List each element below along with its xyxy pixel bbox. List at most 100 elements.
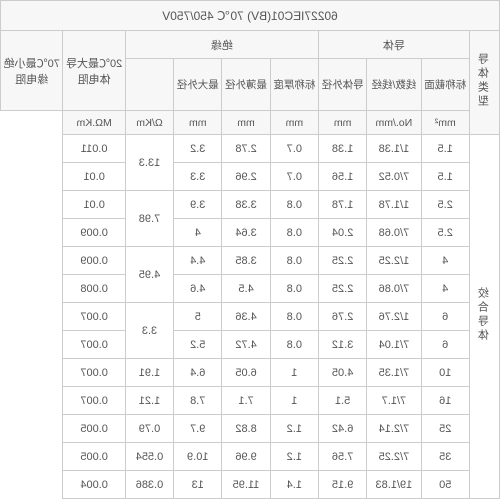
- cell: 1.56: [318, 163, 366, 191]
- hdr-insulation: 绝缘: [125, 31, 318, 59]
- cell-r70: 0.005: [63, 443, 125, 471]
- cell: 0.8: [270, 275, 318, 303]
- cell: 1.2: [270, 443, 318, 471]
- hdr-c6: 最大外径: [174, 59, 222, 111]
- cell: 3.38: [222, 191, 270, 219]
- cell: 5.1: [318, 387, 366, 415]
- cell: 4.4: [174, 247, 222, 275]
- cell: 0.8: [270, 191, 318, 219]
- cell-r70: 0.009: [63, 219, 125, 247]
- table-row: 5019/1.839.151.411.95130.3860.004: [1, 471, 500, 499]
- unit-6: mm: [174, 111, 222, 135]
- cell: 4.36: [222, 303, 270, 331]
- cell-r20: 1.21: [125, 387, 173, 415]
- cell-r20: 4.95: [125, 247, 173, 303]
- cell-r70: 0.007: [63, 303, 125, 331]
- unit-8: MΩ.Km: [63, 111, 125, 135]
- cell: 7/0.86: [367, 275, 421, 303]
- cell: 4: [421, 247, 469, 275]
- table-row: 167/1.75.117.17.81.210.007: [1, 387, 500, 415]
- cell: 5.2: [174, 331, 222, 359]
- hdr-r20: 20℃最大导体电阻: [63, 31, 125, 111]
- cell: 7.8: [174, 387, 222, 415]
- cell-r20: 7.98: [125, 191, 173, 247]
- table-row: 41/2.252.250.83.854.44.950.009: [1, 247, 500, 275]
- hdr-type: 导体类型: [469, 31, 499, 135]
- cell: 7/2.25: [367, 443, 421, 471]
- cell-r70: 0.007: [63, 387, 125, 415]
- cell: 3.2: [174, 135, 222, 163]
- cell: 6.4: [174, 359, 222, 387]
- cell: 1/2.25: [367, 247, 421, 275]
- cell: 4.72: [222, 331, 270, 359]
- table-row: 257/2.146.421.28.829.70.790.005: [1, 415, 500, 443]
- cell: 6.42: [318, 415, 366, 443]
- cell-r20: 13.3: [125, 135, 173, 191]
- cell: 11.95: [222, 471, 270, 499]
- cell: 10.9: [174, 443, 222, 471]
- hdr-c2: 线数/线经: [367, 59, 421, 111]
- cell: 6: [421, 331, 469, 359]
- cell: 1.5: [421, 135, 469, 163]
- cell: 2.5: [421, 219, 469, 247]
- cell: 5: [174, 303, 222, 331]
- unit-7: Ω/Km: [125, 111, 173, 135]
- cell: 9.7: [174, 415, 222, 443]
- cell: 2.96: [222, 163, 270, 191]
- table-row: 61/2.762.760.84.3653.30.007: [1, 303, 500, 331]
- cell: 35: [421, 443, 469, 471]
- cell: 4.05: [318, 359, 366, 387]
- cell: 4: [174, 219, 222, 247]
- cell-r70: 0.007: [63, 331, 125, 359]
- unit-1: mm²: [421, 111, 469, 135]
- table-row: 357/2.257.561.29.9610.90.5540.005: [1, 443, 500, 471]
- table-row: 47/0.862.250.84.54.6 0.008: [1, 275, 500, 303]
- cell-r20: 0.79: [125, 415, 173, 443]
- cell: 0.8: [270, 303, 318, 331]
- cell: 0.7: [270, 135, 318, 163]
- table-title: 60227IEC01(BV) 70℃ 450/750V: [1, 1, 500, 31]
- cell: 1/2.76: [367, 303, 421, 331]
- cell: 4.5: [222, 275, 270, 303]
- hdr-c4: 标称厚度: [270, 59, 318, 111]
- cell: 7/2.14: [367, 415, 421, 443]
- cell: 19/1.83: [367, 471, 421, 499]
- hdr-conductor: 导体: [318, 31, 469, 59]
- cell: 9.15: [318, 471, 366, 499]
- cell: 4.6: [174, 275, 222, 303]
- cell: 1/1.78: [367, 191, 421, 219]
- table-row: 107/1.354.0516.056.41.910.007: [1, 359, 500, 387]
- table-row: 绞合导体1.51/1.381.380.72.783.213.30.011: [1, 135, 500, 163]
- cell: 25: [421, 415, 469, 443]
- spec-table: 60227IEC01(BV) 70℃ 450/750V 导体类型 导体 绝缘 2…: [0, 0, 500, 499]
- cell: 7/1.04: [367, 331, 421, 359]
- cell: 0.7: [270, 163, 318, 191]
- cell: 6: [421, 303, 469, 331]
- unit-3: mm: [318, 111, 366, 135]
- cell: 1.78: [318, 191, 366, 219]
- cell-r70: 0.005: [63, 415, 125, 443]
- cell: 1.4: [270, 471, 318, 499]
- cell: 7/0.68: [367, 219, 421, 247]
- cell: 3.85: [222, 247, 270, 275]
- cell-r20: 0.554: [125, 443, 173, 471]
- cell: 3.12: [318, 331, 366, 359]
- cell: 1.5: [421, 163, 469, 191]
- unit-5: mm: [222, 111, 270, 135]
- table-row: 2.51/1.781.780.83.383.97.980.01: [1, 191, 500, 219]
- cell: 4: [421, 275, 469, 303]
- hdr-r70: 70℃最小绝缘电阻: [1, 31, 63, 111]
- cell: 0.8: [270, 247, 318, 275]
- cell-r70: 0.007: [63, 359, 125, 387]
- cell: 2.25: [318, 275, 366, 303]
- cell: 6.05: [222, 359, 270, 387]
- table-body: 绞合导体1.51/1.381.380.72.783.213.30.0111.57…: [1, 135, 500, 499]
- table-row: 1.57/0.521.560.72.963.30.01: [1, 163, 500, 191]
- cell: 2.04: [318, 219, 366, 247]
- cell: 0.8: [270, 219, 318, 247]
- cell-r20: 1.91: [125, 359, 173, 387]
- cell: 2.25: [318, 247, 366, 275]
- cell: 10: [421, 359, 469, 387]
- cell: 2.5: [421, 191, 469, 219]
- cell-r70: 0.008: [63, 275, 125, 303]
